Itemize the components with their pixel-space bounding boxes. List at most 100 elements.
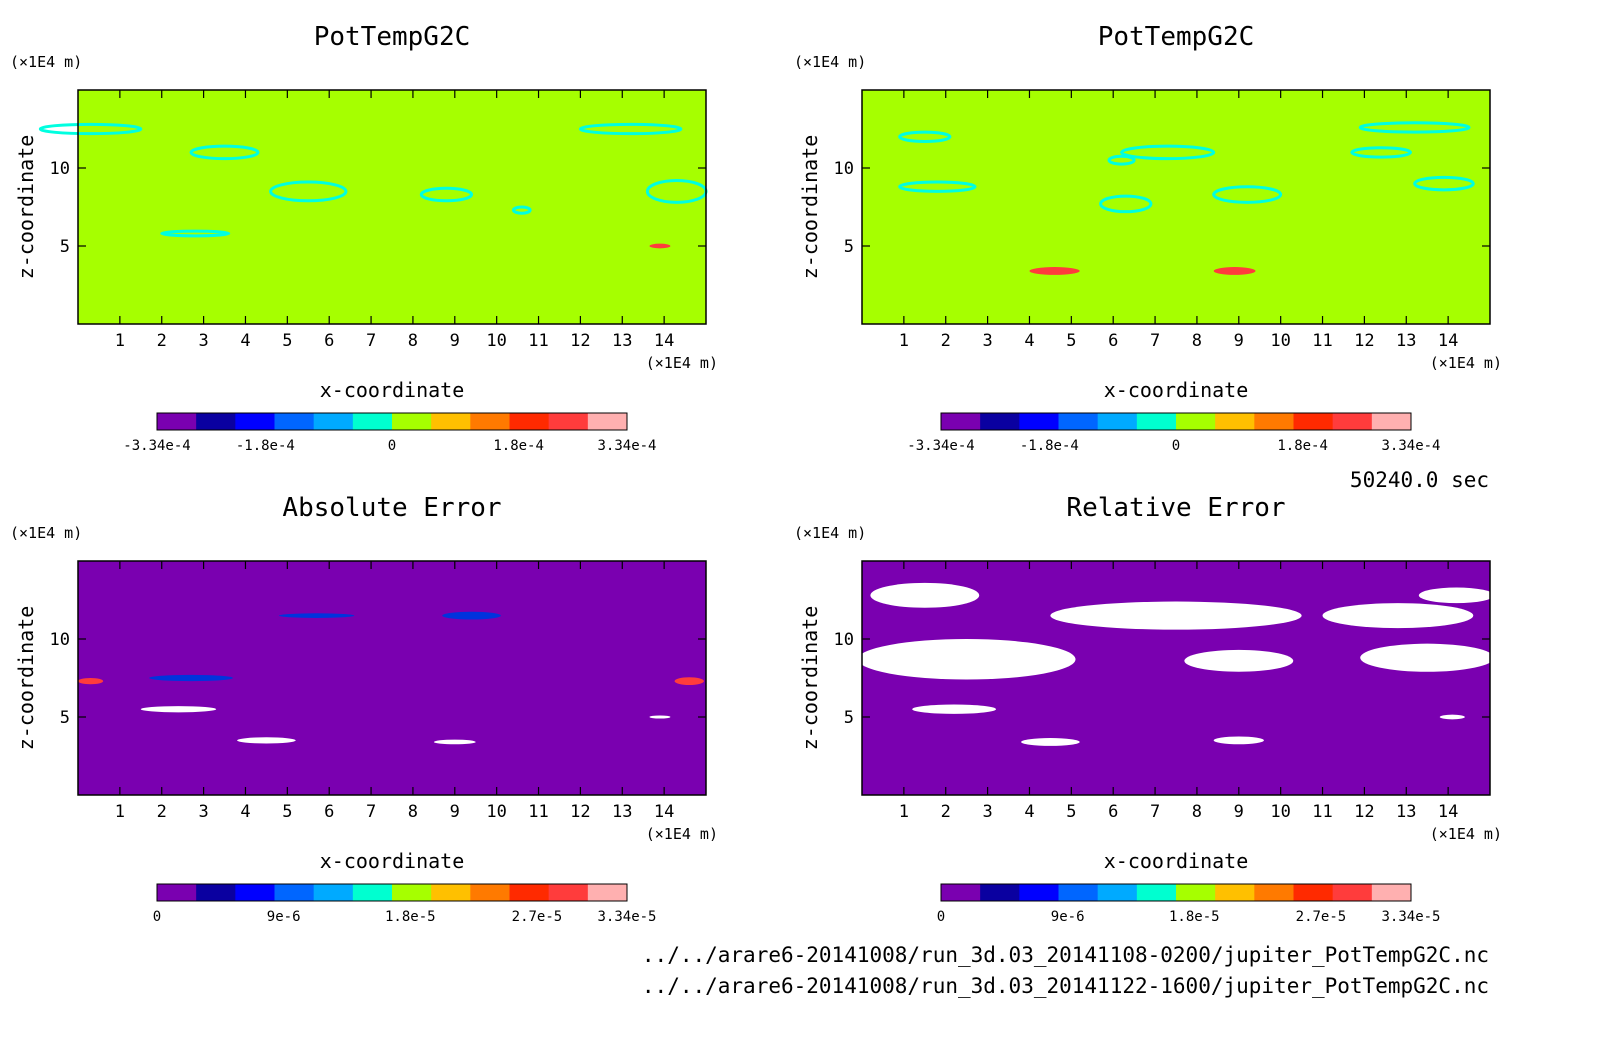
- colorbar-swatch: [1176, 413, 1216, 430]
- y-tick-label: 10: [834, 630, 854, 650]
- colorbar-swatch: [587, 413, 628, 430]
- x-tick-label: 12: [1354, 331, 1374, 351]
- colorbar-swatch: [470, 413, 510, 430]
- x-tick-label: 9: [450, 802, 460, 822]
- contour-region: [1213, 736, 1264, 745]
- x-tick-label: 11: [528, 802, 548, 822]
- colorbar-label: 0: [1172, 438, 1180, 454]
- colorbar-swatch: [1332, 884, 1373, 901]
- panel-1: PotTempG2C(×1E4 m)1 2 3 4 5 6 7 8 9 10 11 12 13 14510…: [10, 22, 718, 454]
- colorbar-swatch: [1097, 413, 1138, 430]
- x-tick-label: 5: [1066, 802, 1076, 822]
- colorbar-swatch: [548, 413, 589, 430]
- plot-area: [78, 90, 706, 324]
- y-unit-label: (×1E4 m): [10, 53, 82, 71]
- colorbar-swatch: [1371, 413, 1412, 430]
- x-tick-label: 2: [941, 331, 951, 351]
- contour-region: [870, 582, 980, 608]
- colorbar-swatch: [1136, 884, 1177, 901]
- x-tick-label: 2: [157, 802, 167, 822]
- colorbar-swatch: [1293, 413, 1334, 430]
- contour-region: [1322, 603, 1474, 629]
- x-tick-label: 9: [450, 331, 460, 351]
- plot-frame: [77, 560, 707, 796]
- file-path-1: ../../arare6-20141008/run_3d.03_20141108…: [642, 943, 1489, 967]
- plot-frame: [861, 560, 1491, 796]
- x-axis-title: x-coordinate: [320, 378, 465, 402]
- x-unit-label: (×1E4 m): [1430, 825, 1502, 843]
- x-tick-label: 3: [982, 802, 992, 822]
- colorbar-swatch: [509, 413, 550, 430]
- colorbar-swatch: [980, 884, 1020, 901]
- x-tick-label: 5: [282, 331, 292, 351]
- colorbar-label: 2.7e-5: [1296, 909, 1347, 925]
- colorbar-swatch: [1058, 884, 1099, 901]
- contour-region: [189, 144, 260, 161]
- x-tick-label: 11: [1312, 331, 1332, 351]
- contour-region: [1212, 185, 1283, 204]
- x-tick-label: 6: [1108, 331, 1118, 351]
- x-tick-label: 5: [1066, 331, 1076, 351]
- contour-region: [1358, 121, 1471, 134]
- contour-region: [278, 613, 355, 618]
- colorbar-swatch: [1332, 413, 1373, 430]
- y-axis-title: z-coordinate: [14, 135, 38, 280]
- x-tick-label: 10: [486, 802, 506, 822]
- y-tick-label: 10: [50, 159, 70, 179]
- x-tick-label: 10: [1270, 331, 1290, 351]
- x-tick-label: 13: [612, 802, 632, 822]
- colorbar-label: -1.8e-4: [1020, 438, 1079, 454]
- x-tick-label: 1: [115, 802, 125, 822]
- colorbar-swatch: [431, 884, 471, 901]
- x-tick-label: 3: [982, 331, 992, 351]
- y-tick-label: 5: [60, 237, 70, 257]
- colorbar-swatch: [392, 413, 432, 430]
- colorbar-label: 9e-6: [1051, 909, 1085, 925]
- colorbar-swatch: [1176, 884, 1216, 901]
- x-tick-label: 4: [1024, 331, 1034, 351]
- x-tick-label: 14: [654, 802, 674, 822]
- contour-region: [1021, 738, 1080, 746]
- colorbar-swatch: [1371, 884, 1412, 901]
- plot-frame: [861, 89, 1491, 325]
- y-tick-label: 5: [844, 708, 854, 728]
- colorbar-label: 9e-6: [267, 909, 301, 925]
- x-tick-label: 4: [1024, 802, 1034, 822]
- colorbar-swatch: [941, 413, 981, 430]
- contour-region: [1184, 649, 1294, 672]
- y-tick-label: 10: [50, 630, 70, 650]
- colorbar-label: 1.8e-5: [385, 909, 436, 925]
- colorbar-frame: [940, 883, 1412, 902]
- contour-region: [578, 122, 683, 136]
- colorbar-swatch: [352, 413, 393, 430]
- contour-region: [674, 677, 704, 686]
- x-tick-label: 3: [198, 802, 208, 822]
- x-unit-label: (×1E4 m): [646, 354, 718, 372]
- contour-region: [78, 678, 104, 685]
- colorbar-swatch: [157, 884, 197, 901]
- colorbar-swatch: [235, 413, 275, 430]
- x-tick-label: 7: [1150, 331, 1160, 351]
- colorbar-swatch: [587, 884, 628, 901]
- contour-region: [149, 674, 233, 682]
- contour-region: [160, 229, 231, 238]
- colorbar-swatch: [941, 884, 981, 901]
- colorbar-label: 2.7e-5: [512, 909, 563, 925]
- colorbar-label: 0: [937, 909, 945, 925]
- contour-region: [1107, 154, 1136, 166]
- contour-region: [237, 737, 296, 744]
- x-tick-label: 9: [1234, 331, 1244, 351]
- contour-region: [1418, 587, 1495, 604]
- x-tick-label: 7: [1150, 802, 1160, 822]
- y-axis-title: z-coordinate: [798, 606, 822, 751]
- colorbar-label: 1.8e-4: [1277, 438, 1328, 454]
- colorbar-label: 3.34e-4: [1381, 438, 1440, 454]
- colorbar-swatch: [431, 413, 471, 430]
- y-unit-label: (×1E4 m): [794, 524, 866, 542]
- x-tick-label: 4: [240, 331, 250, 351]
- contour-region: [857, 639, 1076, 680]
- x-tick-label: 14: [1438, 331, 1458, 351]
- colorbar-swatch: [1058, 413, 1099, 430]
- contour-region: [419, 186, 474, 203]
